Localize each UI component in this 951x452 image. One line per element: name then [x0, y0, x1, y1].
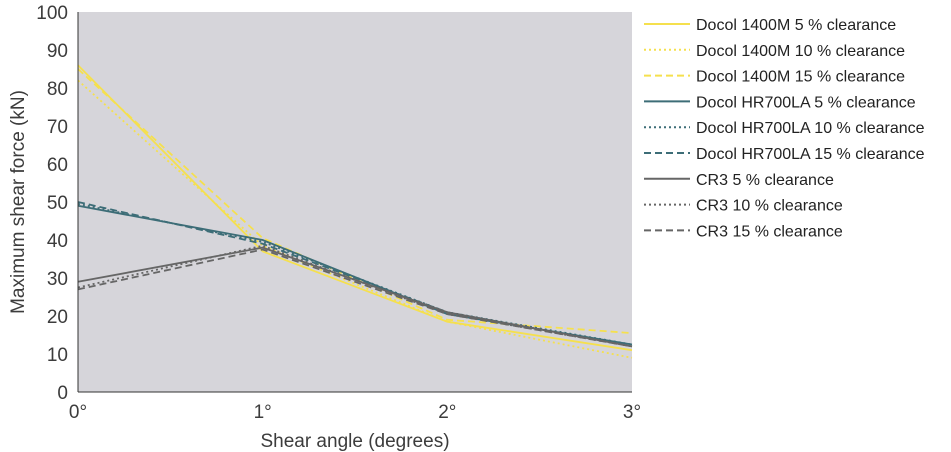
y-tick-label: 0	[57, 383, 68, 404]
x-tick-label: 3°	[623, 402, 641, 423]
legend: Docol 1400M 5 % clearance Docol 1400M 10 …	[644, 17, 925, 240]
legend-label-6: Docol HR700LA 15 % clearance	[696, 146, 925, 163]
series-line-2	[77, 79, 633, 359]
y-tick-label: 60	[47, 155, 68, 176]
y-tick-label: 80	[47, 79, 68, 100]
y-tick-label: 10	[47, 345, 68, 366]
legend-label-4: Docol HR700LA 5 % clearance	[696, 94, 916, 111]
series-line-9	[77, 248, 633, 348]
plot-area	[77, 12, 633, 392]
x-tick-label: 0°	[69, 402, 87, 423]
x-tick-label: 1°	[254, 402, 272, 423]
legend-label-3: Docol 1400M 15 % clearance	[696, 69, 905, 86]
y-tick-label: 100	[36, 3, 68, 24]
legend-label-9: CR3 15 % clearance	[696, 223, 843, 240]
series-line-7	[77, 246, 633, 348]
x-tick-label: 2°	[438, 402, 456, 423]
y-tick-label: 30	[47, 269, 68, 290]
y-tick-label: 90	[47, 41, 68, 62]
y-tick-label: 50	[47, 193, 68, 214]
legend-label-2: Docol 1400M 10 % clearance	[696, 43, 905, 60]
series-line-3	[77, 68, 633, 334]
legend-label-8: CR3 10 % clearance	[696, 198, 843, 215]
legend-label-5: Docol HR700LA 10 % clearance	[696, 120, 925, 137]
plot-background	[78, 12, 632, 392]
y-tick-label: 20	[47, 307, 68, 328]
y-tick-label: 40	[47, 231, 68, 252]
x-axis-title: Shear angle (degrees)	[260, 431, 449, 452]
series-line-6	[77, 201, 633, 348]
legend-label-1: Docol 1400M 5 % clearance	[696, 17, 896, 34]
axes: 0 10 20 30 40 50 60 70 80 90 100 0° 1° 2° 3°	[36, 3, 641, 423]
legend-label-7: CR3 5 % clearance	[696, 172, 834, 189]
series-line-1	[77, 64, 633, 352]
y-axis-title: Maximum shear force (kN)	[8, 90, 29, 314]
y-tick-label: 70	[47, 117, 68, 138]
